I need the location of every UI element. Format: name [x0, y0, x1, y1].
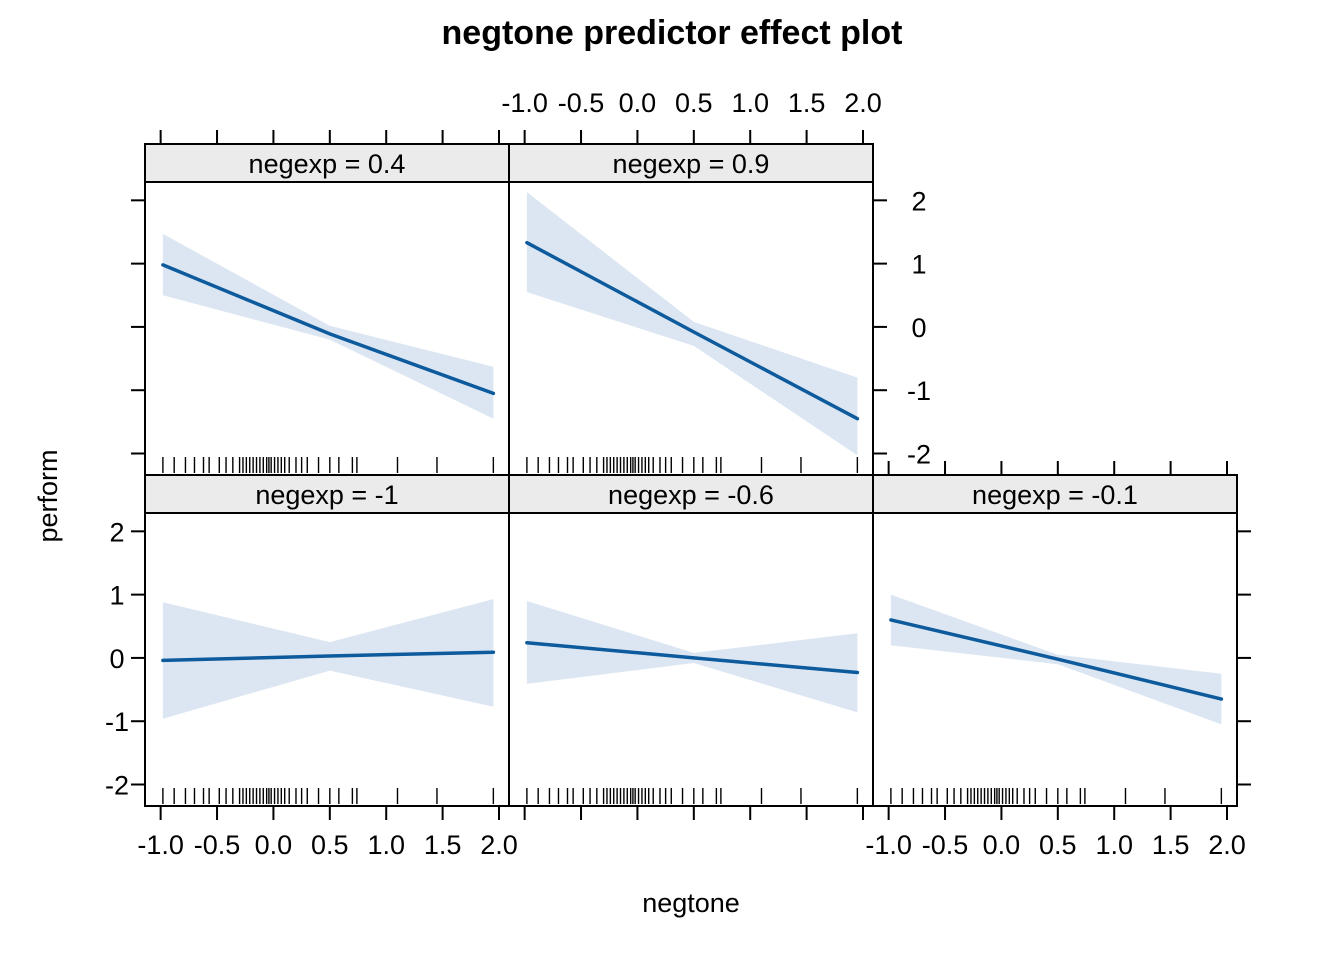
strip: [144, 143, 510, 183]
x-tick-label: 2.0: [480, 830, 518, 860]
y-tick-label: -1: [105, 707, 129, 737]
panel: negexp = -1: [144, 474, 510, 807]
x-tick-label: -0.5: [922, 830, 969, 860]
x-tick-label: 1.5: [1152, 830, 1190, 860]
x-tick-label: 2.0: [1208, 830, 1246, 860]
strip: [508, 143, 874, 183]
x-tick-label: 0.5: [1039, 830, 1077, 860]
confidence-band: [162, 233, 494, 419]
strip-label: negexp = -0.6: [608, 480, 774, 510]
y-tick-label: 2: [109, 517, 124, 547]
y-tick-label: -2: [105, 771, 129, 801]
fit-line: [525, 240, 860, 421]
axes: -1.0 -0.5 0.0 0.5 1.0 1.5 2.0 -1.0 -0.5 0.0 0.5 1.0…: [105, 88, 1251, 860]
y-tick-label: 0: [911, 313, 926, 343]
x-tick-label: -1.0: [137, 830, 184, 860]
y-tick-label: -1: [907, 376, 931, 406]
y-tick-label: -2: [907, 440, 931, 470]
strip-label: negexp = 0.9: [613, 149, 770, 179]
panel: negexp = -0.6: [508, 474, 874, 807]
confidence-band: [526, 192, 858, 456]
x-tick-label: 0.0: [983, 830, 1021, 860]
x-tick-label: 0.0: [255, 830, 293, 860]
x-tick-label: 0.5: [311, 830, 349, 860]
x-tick-label: 1.0: [731, 88, 769, 118]
x-tick-label: 1.0: [1095, 830, 1133, 860]
x-tick-label: -1.0: [501, 88, 548, 118]
chart-title: negtone predictor effect plot: [442, 14, 903, 52]
confidence-band: [162, 599, 494, 719]
y-tick-label: 2: [911, 186, 926, 216]
fit-line: [161, 650, 496, 663]
x-tick-label: -0.5: [194, 830, 241, 860]
panel: negexp = -0.1: [872, 474, 1238, 807]
x-tick-label: -1.0: [865, 830, 912, 860]
panel: negexp = 0.9: [508, 143, 874, 476]
x-tick-label: 1.5: [788, 88, 826, 118]
y-tick-label: 1: [109, 581, 124, 611]
x-tick-label: 0.0: [619, 88, 657, 118]
y-axis-label: perform: [33, 449, 63, 542]
fit-line: [525, 640, 860, 675]
strip-label: negexp = -0.1: [972, 480, 1138, 510]
x-tick-label: 0.5: [675, 88, 713, 118]
y-tick-label: 1: [911, 250, 926, 280]
fit-line: [161, 263, 496, 396]
strip: [508, 474, 874, 514]
x-axis-label: negtone: [642, 888, 740, 918]
x-tick-label: 1.5: [424, 830, 462, 860]
y-tick-label: 0: [109, 644, 124, 674]
panel-grid: negexp = 0.4 negexp = 0.9 negexp = -1 negex…: [144, 143, 1238, 807]
x-tick-label: 1.0: [367, 830, 405, 860]
x-tick-label: -0.5: [558, 88, 605, 118]
panel-frame: [872, 512, 1238, 807]
strip-label: negexp = 0.4: [249, 149, 406, 179]
panel: negexp = 0.4: [144, 143, 510, 476]
fit-line: [889, 618, 1224, 701]
x-tick-label: 2.0: [844, 88, 882, 118]
strip-label: negexp = -1: [255, 480, 398, 510]
